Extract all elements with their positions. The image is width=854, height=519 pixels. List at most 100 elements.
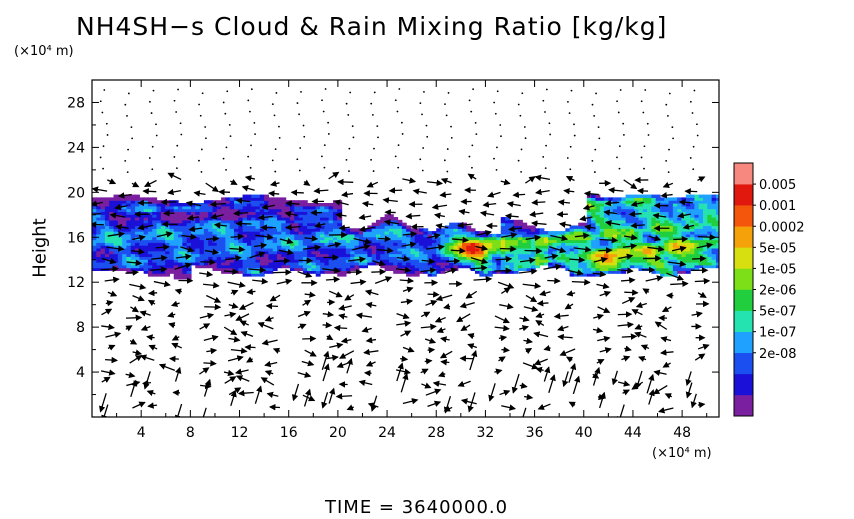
wind-arrow — [592, 270, 607, 278]
cloud-cell — [229, 256, 235, 260]
cloud-cell — [375, 228, 381, 232]
cloud-cell — [595, 250, 601, 255]
cloud-cell — [92, 261, 97, 266]
cloud-cell — [268, 228, 274, 232]
cloud-cell — [707, 256, 713, 260]
wind-arrow — [371, 268, 387, 276]
cloud-cell — [492, 264, 498, 269]
wind-arrow — [640, 344, 650, 351]
cloud-cell — [419, 233, 424, 238]
cloud-cell — [178, 214, 183, 218]
wind-arrow — [440, 336, 450, 343]
cloud-cell — [474, 264, 480, 269]
cloud-cell — [104, 219, 110, 224]
cloud-cell — [147, 222, 153, 227]
cloud-cell — [216, 261, 222, 266]
wind-arrow — [203, 360, 217, 367]
cloud-cell — [354, 256, 360, 260]
cloud-cell — [221, 259, 226, 263]
wind-arrow — [630, 200, 644, 208]
wind-dot — [99, 156, 102, 159]
wind-arrow — [443, 396, 452, 414]
cloud-cell — [285, 264, 291, 269]
cloud-cell — [233, 231, 239, 235]
wind-arrow — [628, 210, 642, 218]
cloud-cell — [393, 219, 399, 224]
colorbar-label: 0.005 — [759, 178, 796, 193]
cloud-cell — [612, 259, 618, 263]
cloud-cell — [302, 267, 308, 272]
cloud-cell — [393, 250, 399, 255]
wind-dot — [173, 99, 176, 102]
cloud-cell — [199, 250, 205, 255]
cloud-cell — [178, 259, 183, 263]
cloud-cell — [685, 267, 691, 272]
cloud-cell — [221, 239, 226, 243]
cloud-cell — [371, 253, 377, 257]
cloud-cell — [659, 211, 665, 215]
cloud-cell — [608, 259, 614, 263]
cloud-cell — [203, 253, 209, 257]
wind-arrow — [476, 229, 493, 237]
cloud-cell — [565, 256, 571, 260]
cloud-cell — [173, 203, 179, 207]
cloud-cell — [634, 231, 640, 235]
cloud-cell — [328, 222, 334, 227]
cloud-cell — [638, 247, 644, 252]
wind-arrow — [206, 294, 222, 303]
cloud-cell — [513, 253, 519, 257]
cloud-cell — [320, 225, 325, 229]
wind-dot — [198, 103, 200, 106]
cloud-cell — [104, 203, 110, 207]
cloud-cell — [457, 231, 463, 235]
cloud-cell — [324, 211, 330, 215]
wind-dot — [692, 168, 695, 171]
cloud-cell — [143, 236, 149, 241]
wind-dot — [494, 112, 497, 115]
cloud-cell — [616, 211, 622, 215]
cloud-cell — [315, 253, 321, 257]
cloud-cell — [117, 217, 123, 221]
cloud-cell — [517, 236, 523, 241]
cloud-cell — [419, 231, 424, 235]
cloud-cell — [444, 264, 450, 269]
cloud-cell — [698, 225, 704, 229]
cloud-cell — [203, 261, 209, 266]
cloud-cell — [156, 270, 162, 274]
cloud-cell — [690, 253, 696, 257]
cloud-cell — [466, 245, 472, 249]
cloud-cell — [440, 239, 446, 243]
wind-dot — [689, 100, 692, 103]
cloud-cell — [664, 253, 670, 257]
cloud-cell — [595, 203, 601, 207]
cloud-cell — [462, 242, 467, 246]
cloud-cell — [242, 273, 248, 277]
cloud-cell — [393, 261, 399, 266]
cloud-cell — [393, 242, 399, 246]
cloud-cell — [147, 217, 153, 221]
cloud-cell — [711, 194, 717, 198]
wind-arrow — [544, 253, 559, 260]
cloud-cell — [539, 236, 545, 241]
cloud-cell — [380, 245, 386, 249]
cloud-cell — [707, 247, 713, 252]
cloud-cell — [126, 267, 132, 272]
wind-arrow — [684, 188, 698, 195]
wind-dot — [321, 155, 323, 158]
wind-dot — [640, 100, 643, 103]
cloud-cell — [569, 259, 575, 263]
cloud-cell — [565, 228, 571, 232]
cloud-cell — [466, 242, 472, 246]
cloud-cell — [388, 253, 394, 257]
cloud-cell — [268, 197, 274, 201]
cloud-cell — [642, 197, 648, 201]
cloud-cell — [427, 242, 433, 246]
cloud-cell — [358, 242, 364, 246]
cloud-cell — [410, 250, 416, 255]
wind-arrow — [269, 294, 281, 302]
cloud-cell — [113, 250, 119, 255]
cloud-cell — [337, 259, 343, 263]
cloud-cell — [289, 217, 295, 221]
cloud-cell — [647, 253, 652, 257]
cloud-cell — [436, 239, 442, 243]
